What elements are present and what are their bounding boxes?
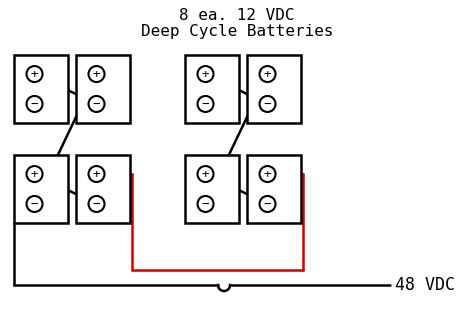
Bar	[76, 55, 130, 123]
Text: 48 VDC: 48 VDC	[395, 276, 455, 294]
Circle shape	[260, 196, 275, 212]
Text: 8 ea. 12 VDC: 8 ea. 12 VDC	[179, 8, 295, 23]
Text: −: −	[264, 97, 271, 110]
Text: +: +	[202, 167, 209, 180]
Text: +: +	[93, 68, 100, 81]
Text: −: −	[31, 197, 38, 210]
Bar	[76, 155, 130, 223]
Text: −: −	[202, 97, 209, 110]
Text: −: −	[31, 97, 38, 110]
Text: +: +	[31, 68, 38, 81]
Circle shape	[198, 96, 213, 112]
Circle shape	[27, 166, 43, 182]
Bar	[185, 155, 239, 223]
Circle shape	[198, 166, 213, 182]
Circle shape	[89, 166, 105, 182]
Circle shape	[27, 96, 43, 112]
Bar	[14, 55, 68, 123]
Circle shape	[89, 196, 105, 212]
Circle shape	[260, 66, 275, 82]
Text: +: +	[264, 68, 271, 81]
Bar	[247, 55, 301, 123]
Text: +: +	[202, 68, 209, 81]
Circle shape	[260, 166, 275, 182]
Text: Deep Cycle Batteries: Deep Cycle Batteries	[141, 24, 333, 39]
Bar	[247, 155, 301, 223]
Circle shape	[260, 96, 275, 112]
Circle shape	[89, 96, 105, 112]
Text: +: +	[93, 167, 100, 180]
Text: +: +	[31, 167, 38, 180]
Circle shape	[89, 66, 105, 82]
Circle shape	[27, 196, 43, 212]
Text: −: −	[93, 97, 100, 110]
Text: −: −	[202, 197, 209, 210]
Bar	[14, 155, 68, 223]
Text: −: −	[264, 197, 271, 210]
Text: −: −	[93, 197, 100, 210]
Circle shape	[198, 66, 213, 82]
Circle shape	[198, 196, 213, 212]
Text: +: +	[264, 167, 271, 180]
Bar	[185, 55, 239, 123]
Circle shape	[27, 66, 43, 82]
